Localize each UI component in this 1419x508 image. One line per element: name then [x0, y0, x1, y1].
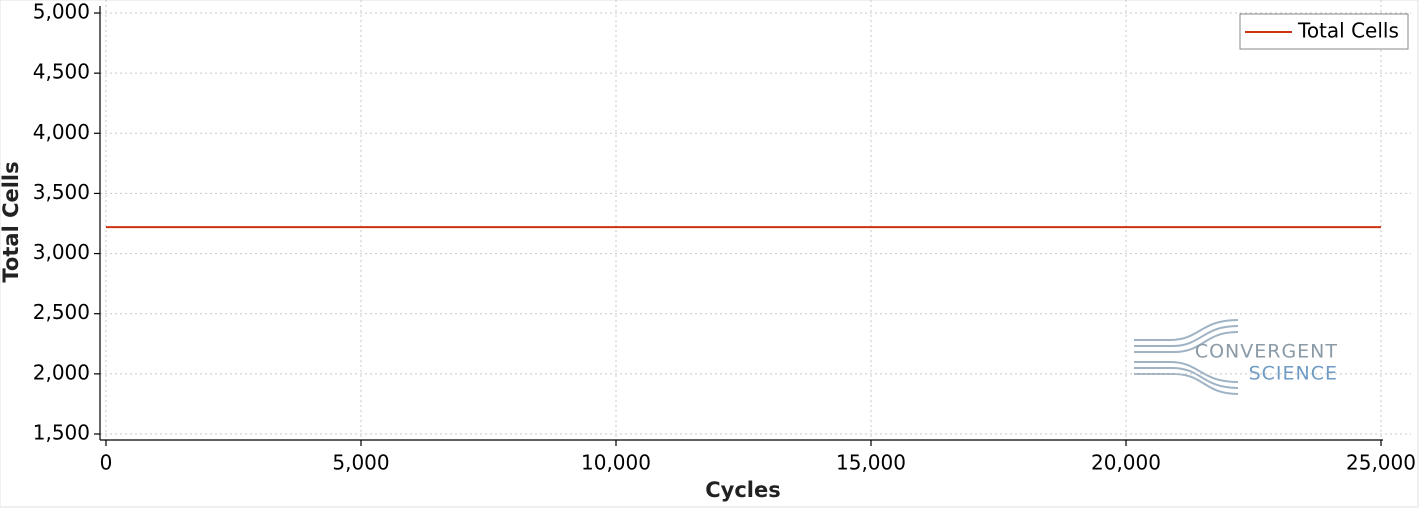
- x-tick-label: 5,000: [332, 451, 389, 475]
- x-tick-label: 10,000: [581, 451, 651, 475]
- x-tick-label: 15,000: [836, 451, 906, 475]
- y-tick-label: 2,000: [33, 360, 90, 384]
- y-axis-title: Total Cells: [0, 161, 23, 282]
- y-tick-label: 4,000: [33, 120, 90, 144]
- x-tick-label: 25,000: [1346, 451, 1416, 475]
- y-tick-label: 2,500: [33, 300, 90, 324]
- watermark-text: CONVERGENT: [1195, 341, 1338, 363]
- x-tick-label: 0: [100, 451, 113, 475]
- watermark-text: SCIENCE: [1249, 363, 1338, 385]
- y-tick-label: 5,000: [33, 0, 90, 24]
- x-tick-label: 20,000: [1091, 451, 1161, 475]
- y-tick-label: 1,500: [33, 421, 90, 445]
- y-tick-label: 4,500: [33, 60, 90, 84]
- y-tick-label: 3,000: [33, 240, 90, 264]
- y-tick-label: 3,500: [33, 180, 90, 204]
- x-axis-title: Cycles: [705, 478, 781, 502]
- legend-label: Total Cells: [1297, 19, 1399, 43]
